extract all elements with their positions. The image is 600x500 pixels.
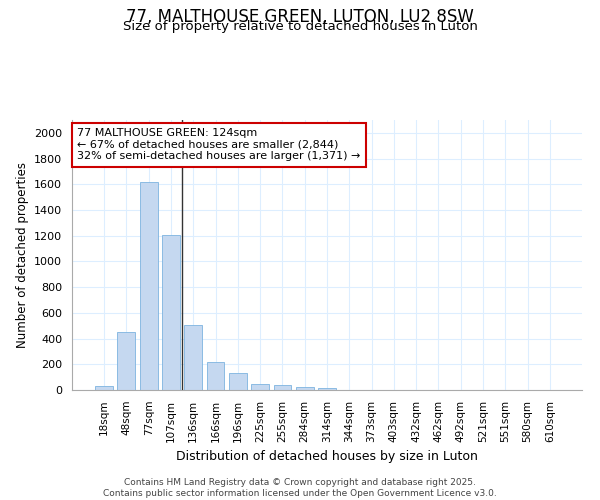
Bar (318, 388, 336, 390)
Bar (206, 362, 224, 390)
Bar (118, 332, 136, 390)
X-axis label: Distribution of detached houses by size in Luton: Distribution of detached houses by size … (176, 450, 478, 463)
Bar (229, 374, 247, 390)
Bar (140, 182, 158, 390)
Bar (251, 384, 269, 390)
Bar (296, 387, 314, 390)
Bar (162, 235, 180, 390)
Y-axis label: Number of detached properties: Number of detached properties (16, 162, 29, 348)
Bar (95, 386, 113, 390)
Bar (274, 385, 292, 390)
Text: 77, MALTHOUSE GREEN, LUTON, LU2 8SW: 77, MALTHOUSE GREEN, LUTON, LU2 8SW (126, 8, 474, 26)
Text: Size of property relative to detached houses in Luton: Size of property relative to detached ho… (122, 20, 478, 33)
Bar (184, 325, 202, 390)
Text: 77 MALTHOUSE GREEN: 124sqm
← 67% of detached houses are smaller (2,844)
32% of s: 77 MALTHOUSE GREEN: 124sqm ← 67% of deta… (77, 128, 361, 162)
Text: Contains HM Land Registry data © Crown copyright and database right 2025.
Contai: Contains HM Land Registry data © Crown c… (103, 478, 497, 498)
